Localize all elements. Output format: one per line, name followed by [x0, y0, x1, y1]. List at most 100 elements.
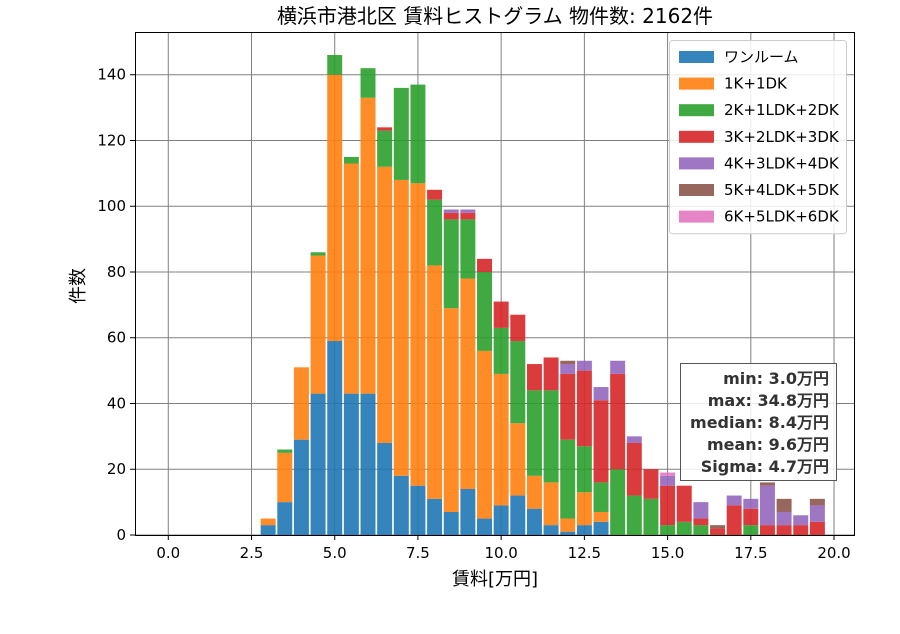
x-axis-label: 賃料[万円] [452, 569, 538, 590]
legend-label: 2K+1LDK+2DK [724, 101, 840, 119]
x-tick-label: 12.5 [568, 544, 601, 562]
bar-segment [443, 212, 459, 220]
stats-sigma: Sigma: 4.7万円 [701, 457, 829, 476]
bar-segment [427, 199, 443, 266]
bar-segment [327, 341, 343, 535]
x-tick-label: 5.0 [323, 544, 347, 562]
bar-segment [759, 485, 775, 526]
bar-segment [593, 400, 609, 483]
bar-segment [743, 508, 759, 526]
legend-swatch [679, 210, 714, 223]
y-axis-label: 件数 [68, 268, 89, 304]
bar-segment [560, 360, 576, 365]
legend-swatch [679, 184, 714, 196]
plot-frame [135, 32, 855, 536]
x-tick-label: 17.5 [734, 544, 767, 562]
bar-segment [809, 498, 825, 506]
bar-segment [310, 252, 326, 256]
bar-segment [576, 370, 592, 447]
stats-box: min: 3.0万円 max: 34.8万円 median: 8.4万円 mea… [680, 363, 837, 481]
bar-segment [477, 258, 493, 272]
bar-segment [477, 271, 493, 351]
legend-label: 4K+3LDK+4DK [724, 154, 840, 172]
bar-segment [310, 393, 326, 535]
bar-segment [460, 219, 476, 279]
bar-segment [510, 314, 526, 342]
bar-segment [410, 485, 426, 535]
bar-segment [277, 502, 293, 535]
bar-segment [327, 74, 343, 342]
bar-segment [327, 55, 343, 75]
bar-segment [593, 521, 609, 535]
bar-segment [543, 390, 559, 483]
bar-segment [576, 492, 592, 526]
y-tick-label: 40 [107, 394, 126, 412]
bar-segment [460, 212, 476, 220]
bar-segment [809, 505, 825, 522]
bar-segment [560, 373, 576, 440]
bar-segment [643, 469, 659, 499]
bar-segment [676, 521, 692, 535]
bar-segment [377, 166, 393, 443]
x-tick-label: 15.0 [651, 544, 684, 562]
bar-segment [560, 439, 576, 519]
bar-segment [493, 505, 509, 535]
x-tick-label: 0.0 [156, 544, 180, 562]
bar-segment [393, 87, 409, 180]
bar-segment [277, 452, 293, 503]
bar-segment [660, 472, 676, 476]
bar-segment [526, 390, 542, 476]
legend-label: 1K+1DK [724, 75, 788, 93]
bar-segment [560, 518, 576, 532]
bar-segment [543, 482, 559, 526]
bar-segment [576, 360, 592, 371]
legend-swatch [679, 130, 714, 143]
bar-segment [743, 525, 759, 535]
bar-segment [510, 495, 526, 535]
bar-segment [626, 442, 642, 496]
bar-segment [510, 423, 526, 496]
bar-segment [626, 436, 642, 443]
bar-segment [776, 511, 792, 526]
x-tick-label: 20.0 [817, 544, 850, 562]
bar-segment [576, 446, 592, 493]
legend-swatch [679, 104, 714, 117]
bar-segment [759, 525, 775, 535]
bar-segment [310, 255, 326, 394]
bar-segment [560, 364, 576, 374]
bar-segment [493, 301, 509, 328]
bar-segment [460, 278, 476, 489]
y-tick-label: 20 [107, 460, 126, 478]
bar-segment [377, 442, 393, 535]
bar-segment [526, 364, 542, 391]
bar-segment [260, 525, 276, 535]
bar-segment [643, 498, 659, 535]
bars [260, 55, 825, 535]
bar-segment [776, 525, 792, 535]
bar-segment [610, 373, 626, 470]
bar-segment [660, 475, 676, 486]
bar-segment [610, 469, 626, 535]
stats-mean: mean: 9.6万円 [707, 435, 829, 454]
legend-swatch [679, 51, 714, 63]
legend-label: 3K+2LDK+3DK [724, 128, 840, 146]
bar-segment [277, 449, 293, 453]
y-tick-label: 140 [97, 66, 126, 84]
y-tick-label: 100 [97, 197, 126, 215]
bar-segment [693, 502, 709, 519]
bar-segment [293, 367, 309, 440]
bar-segment [443, 209, 459, 213]
bar-segment [460, 209, 476, 213]
legend-swatch [679, 77, 714, 90]
y-tick-label: 60 [107, 329, 126, 347]
bar-segment [360, 97, 376, 394]
bar-segment [393, 475, 409, 535]
bar-segment [759, 482, 775, 486]
bar-segment [443, 219, 459, 309]
bar-segment [360, 393, 376, 535]
bar-segment [543, 357, 559, 391]
bar-segment [693, 525, 709, 535]
chart-title: 横浜市港北区 賃料ヒストグラム 物件数: 2162件 [277, 4, 713, 28]
